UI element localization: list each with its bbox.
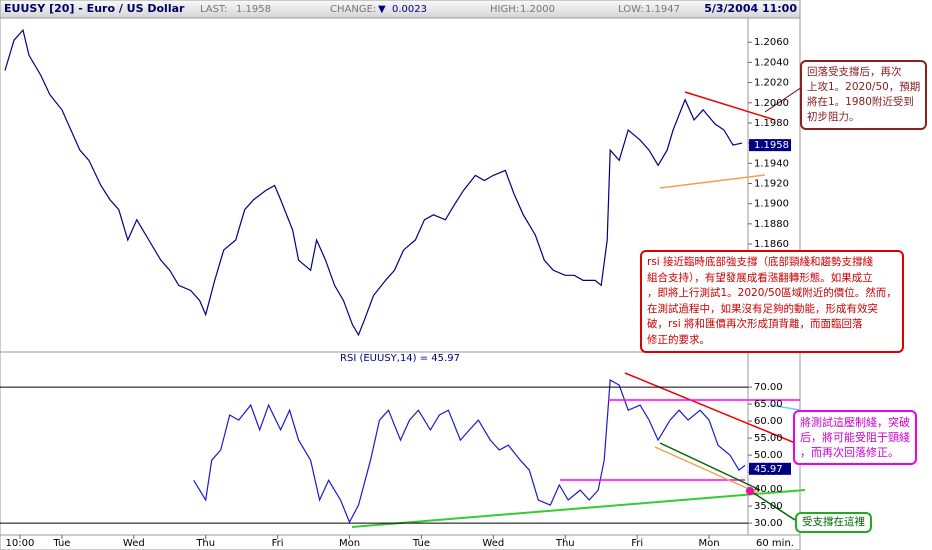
last-value-label: 45.97 <box>754 464 783 475</box>
x-axis-label: 60 min. <box>756 538 794 549</box>
high-label: HIGH: <box>490 4 519 15</box>
note: 將測試這壓制綫，突破 后，將可能受阻于頸綫 ，而再次回落修正。 <box>793 410 917 465</box>
x-tick-label: Thu <box>555 538 575 549</box>
rsi-title: RSI (EUUSY,14) = 45.97 <box>340 353 460 364</box>
note-line: ，而再次回落修正。 <box>800 446 899 459</box>
y-tick-label: 70.00 <box>754 382 783 393</box>
last-value-box <box>749 139 791 152</box>
y-tick-label: 1.2060 <box>754 37 789 48</box>
last: 1.1958 <box>236 4 271 15</box>
y-tick-label: 1.2020 <box>754 78 789 89</box>
note-line: 在測試過程中，如果沒有足夠的動能，形成有效突 <box>647 302 878 315</box>
arrow <box>769 404 801 411</box>
x-tick-label: Tue <box>412 538 430 549</box>
note-line: 修正的要求。 <box>647 333 710 346</box>
low-label: LOW: <box>618 4 644 15</box>
price-line <box>4 28 743 337</box>
arrow <box>764 84 806 113</box>
datetime: 5/3/2004 11:00 <box>704 2 797 15</box>
y-tick-label: 30.00 <box>754 518 783 529</box>
y-tick-label: 1.1920 <box>754 178 789 189</box>
x-tick-label: Wed <box>482 538 504 549</box>
y-tick-label: 1.1980 <box>754 118 789 129</box>
y-tick-label: 1.1940 <box>754 158 789 169</box>
change-label: CHANGE: <box>330 4 376 15</box>
rsi-short-line <box>659 442 761 491</box>
y-tick-label: 60.00 <box>754 416 783 427</box>
resistance-line <box>684 91 776 121</box>
x-tick-label: Mon <box>699 538 720 549</box>
note-line: 將測試這壓制綫，突破 <box>800 416 910 429</box>
y-tick-label: 1.1860 <box>754 239 789 250</box>
note-line: rsi 接近臨時底部強支撐（底部頸綫和趨勢支撐綫 <box>647 256 874 268</box>
note: 受支撐在這裡 <box>795 512 872 533</box>
y-tick-label: 1.1880 <box>754 219 789 230</box>
note-line: 破，rsi 將和匯價再次形成頂背離，而面臨回落 <box>647 318 863 330</box>
x-tick-label: Fri <box>272 538 284 549</box>
price-line <box>193 379 746 524</box>
support-line <box>659 174 766 189</box>
note: 回落受支撐后，再次上攻1。2020/50，預期 將在1。1980附近受到 初步阻力。 <box>800 60 928 130</box>
change-arrow: ▼ <box>378 4 386 15</box>
y-tick-label: 40.00 <box>754 484 783 495</box>
note-line: 后，將可能受阻于頸綫 <box>800 431 910 444</box>
last-label: LAST: <box>200 4 227 15</box>
change: 0.0023 <box>392 4 427 15</box>
x-tick-label: Fri <box>631 538 643 549</box>
y-tick-label: 1.1900 <box>754 199 789 210</box>
note-line: ，即將上行測試1。2020/50區域附近的價位。然而， <box>647 287 897 299</box>
x-tick-label: Thu <box>195 538 215 549</box>
note-line: 組合支持），有望發展成看漲翻轉形態。如果成立 <box>647 271 873 284</box>
high: 1.2000 <box>520 4 555 15</box>
arrow <box>751 491 796 521</box>
support-point <box>746 487 754 495</box>
x-tick-label: 10:00 <box>6 538 35 549</box>
note-line: 上攻1。2020/50，預期 <box>807 81 921 93</box>
x-tick-label: Tue <box>52 538 70 549</box>
last-value-box <box>749 462 791 475</box>
y-tick-label: 1.2000 <box>754 98 789 109</box>
y-tick-label: 65.00 <box>754 399 783 410</box>
x-tick-label: Mon <box>339 538 360 549</box>
note-line: 受支撐在這裡 <box>802 516 865 528</box>
symbol: EUUSY [20] - Euro / US Dollar <box>4 2 185 15</box>
y-tick-label: 1.2040 <box>754 57 789 68</box>
note: rsi 接近臨時底部強支撐（底部頸綫和趨勢支撐綫 組合支持），有望發展成看漲翻轉形… <box>640 250 904 353</box>
low: 1.1947 <box>645 4 680 15</box>
rsi-trend-support <box>351 489 806 528</box>
y-tick-label: 55.00 <box>754 433 783 444</box>
rsi-resistance <box>624 372 801 446</box>
note-line: 將在1。1980附近受到 <box>807 96 914 108</box>
x-tick-label: Wed <box>123 538 145 549</box>
trend-lines <box>351 84 806 528</box>
y-tick-label: 50.00 <box>754 450 783 461</box>
note-line: 初步阻力。 <box>807 111 860 123</box>
last-value-label: 1.1958 <box>754 140 789 151</box>
y-tick-label: 35.00 <box>754 501 783 512</box>
rsi-short-line-2 <box>654 446 761 495</box>
note-line: 回落受支撐后，再次 <box>807 66 902 78</box>
